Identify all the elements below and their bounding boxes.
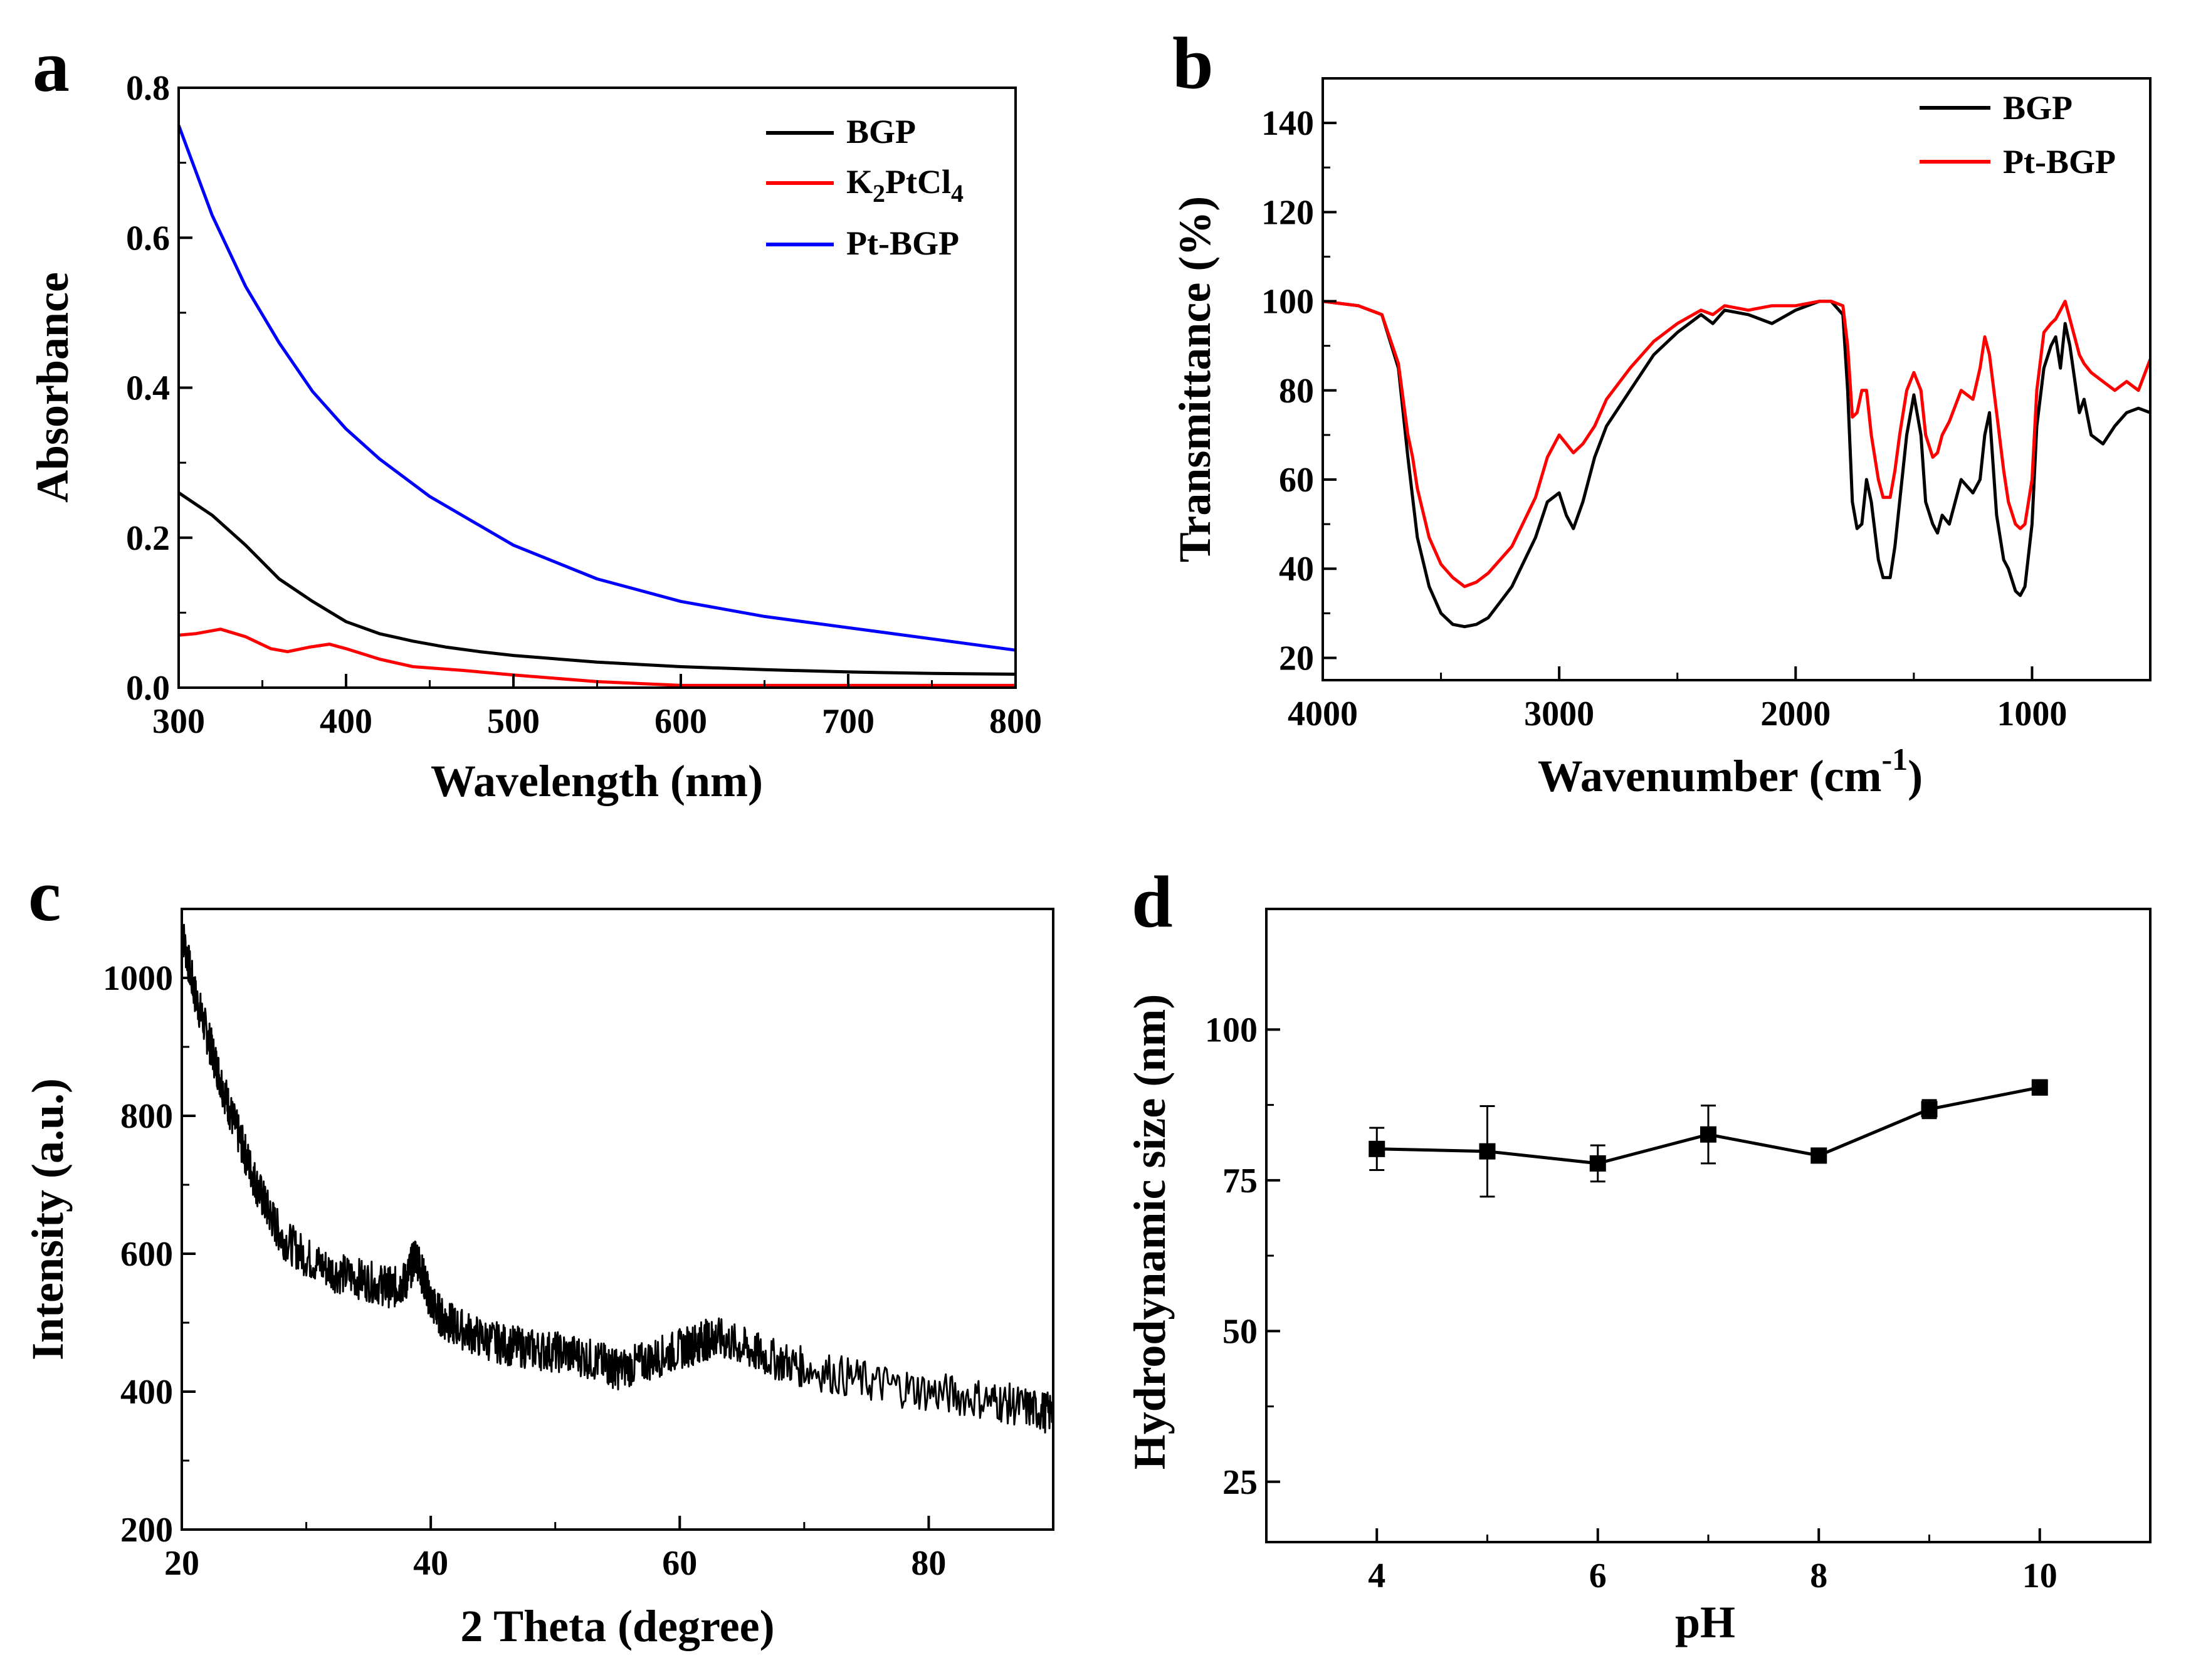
panel-d-y-tick-label: 50 [1222, 1312, 1258, 1351]
panel-b-legend-label-bgp: BGP [2003, 89, 2073, 127]
panel-b-y-tick-label: 40 [1279, 550, 1314, 589]
panel-c-plot-frame [181, 908, 1054, 1531]
panel-d-x-axis-title: pH [1675, 1597, 1735, 1647]
panel-b-x-tick-label: 2000 [1760, 695, 1831, 733]
panel-c-y-tick-label: 600 [120, 1235, 173, 1274]
panel-c-x-tick-label: 20 [164, 1544, 199, 1583]
panel-c-y-tick-label: 1000 [103, 959, 173, 998]
panel-d-data-point [1589, 1155, 1606, 1172]
panel-a-y-axis-title: Absorbance [28, 272, 78, 503]
panel-b-legend: BGP Pt-BGP [1920, 89, 2116, 181]
panel-d-data-point [1369, 1140, 1385, 1157]
panel-d-y-axis-title: Hydrodynamic size (nm) [1125, 994, 1175, 1470]
panel-b-x-title-close: ) [1908, 751, 1923, 801]
panel-b-x-tick-label: 1000 [1997, 695, 2067, 733]
panel-b-x-tick-label: 3000 [1524, 695, 1594, 733]
panel-b-legend-label-ptbgp: Pt-BGP [2003, 143, 2116, 181]
panel-b-y-tick-label: 60 [1279, 461, 1314, 500]
panel-a-x-tick-label: 700 [822, 702, 875, 741]
panel-b-x-tick-label: 4000 [1288, 695, 1358, 733]
panel-a-y-tick-label: 0.6 [126, 219, 170, 258]
panel-a-x-tick-label: 400 [320, 702, 372, 741]
panel-d-ticks: 4 6 8 10 25 50 75 100 [1205, 1011, 2057, 1595]
panel-letter-a: a [33, 25, 70, 107]
panel-letter-b: b [1172, 22, 1214, 104]
panel-a-x-axis-title: Wavelength (nm) [431, 756, 763, 806]
panel-d-data-point [1810, 1147, 1827, 1164]
legend-k-mid: PtCl [885, 163, 951, 201]
panel-b-plot-frame [1322, 77, 2152, 681]
panel-letter-c: c [28, 854, 61, 937]
panel-d-x-tick-label: 8 [1810, 1557, 1827, 1595]
panel-b-y-tick-label: 80 [1279, 372, 1314, 411]
panel-d-data-point [1700, 1126, 1716, 1143]
panel-b: 4000 3000 2000 1000 20 40 60 80 100 120 140 Wavenu… [1170, 77, 2152, 801]
panel-a-x-tick-label: 800 [989, 702, 1042, 741]
panel-a-legend: BGP K2PtCl4 Pt-BGP [766, 113, 964, 262]
panel-a-legend-label-ptbgp: Pt-BGP [846, 224, 959, 262]
panel-c: 20 40 60 80 200 400 600 800 1000 2 Theta (degree… [23, 908, 1054, 1651]
panel-a-y-tick-label: 0.8 [126, 69, 170, 108]
panel-a-y-tick-label: 0.2 [126, 519, 170, 558]
panel-d-x-tick-label: 10 [2022, 1557, 2057, 1595]
panel-d: 4 6 8 10 25 50 75 100 pH Hydrodynamic size (nm) [1125, 908, 2152, 1647]
panel-c-y-tick-label: 800 [120, 1097, 173, 1136]
panel-b-ticks: 4000 3000 2000 1000 20 40 60 80 100 120 140 [1261, 104, 2067, 733]
panel-d-x-tick-label: 6 [1589, 1557, 1607, 1595]
legend-k-sub1: 2 [873, 179, 885, 207]
panel-a-y-tick-label: 0.4 [126, 369, 170, 408]
panel-b-series-group [1322, 300, 2152, 629]
panel-a-x-tick-label: 600 [654, 702, 707, 741]
panel-b-x-title-superscript: -1 [1881, 742, 1908, 777]
panel-d-x-tick-label: 4 [1368, 1557, 1385, 1595]
legend-k-main: K [846, 163, 873, 201]
panel-a-legend-label-k2ptcl4: K2PtCl4 [846, 163, 964, 207]
panel-d-data-point [1921, 1101, 1938, 1118]
panel-b-y-tick-label: 140 [1261, 104, 1314, 143]
panel-c-ticks: 20 40 60 80 200 400 600 800 1000 [103, 959, 946, 1583]
panel-a: 300 400 500 600 700 800 0.0 0.2 0.4 0.6 0.8 Wavele… [28, 69, 1042, 806]
panel-a-series-line-2 [177, 124, 1016, 652]
panel-b-y-tick-label: 120 [1261, 193, 1314, 232]
panel-d-y-tick-label: 100 [1205, 1011, 1258, 1049]
panel-b-y-tick-label: 20 [1279, 639, 1314, 678]
panel-c-x-tick-label: 40 [413, 1544, 448, 1583]
panel-b-series-line-0 [1322, 300, 2151, 629]
panel-c-x-tick-label: 60 [662, 1544, 697, 1583]
panel-b-x-title-main: Wavenumber (cm [1538, 751, 1882, 801]
panel-c-series-line-0 [181, 923, 1054, 1434]
panel-d-data-point [1479, 1143, 1496, 1160]
legend-k-sub2: 4 [951, 179, 964, 207]
panel-d-y-tick-label: 25 [1222, 1463, 1258, 1502]
panel-d-data-point [2031, 1079, 2048, 1096]
panel-b-y-axis-title: Transmittance (%) [1170, 196, 1220, 563]
panel-a-series-line-0 [177, 491, 1016, 676]
panel-b-series-line-1 [1322, 300, 2152, 589]
panel-b-x-axis-title: Wavenumber (cm-1) [1538, 742, 1923, 801]
panel-a-legend-label-bgp: BGP [846, 113, 916, 150]
panel-a-ticks: 300 400 500 600 700 800 0.0 0.2 0.4 0.6 0.8 [126, 69, 1042, 741]
panel-c-y-tick-label: 400 [120, 1373, 173, 1412]
panel-c-series-group [181, 923, 1054, 1434]
panel-c-x-tick-label: 80 [911, 1544, 946, 1583]
panel-a-y-tick-label: 0.0 [126, 669, 170, 708]
panel-d-y-tick-label: 75 [1222, 1162, 1258, 1200]
panel-a-x-tick-label: 500 [487, 702, 540, 741]
panel-a-x-tick-label: 300 [152, 702, 205, 741]
panel-c-x-axis-title: 2 Theta (degree) [460, 1601, 774, 1651]
panel-letter-d: d [1132, 861, 1173, 943]
panel-d-series-group [1369, 1079, 2048, 1198]
panel-b-y-tick-label: 100 [1261, 283, 1314, 322]
panel-c-y-axis-title: Intensity (a.u.) [23, 1078, 73, 1360]
panel-c-y-tick-label: 200 [120, 1511, 173, 1550]
